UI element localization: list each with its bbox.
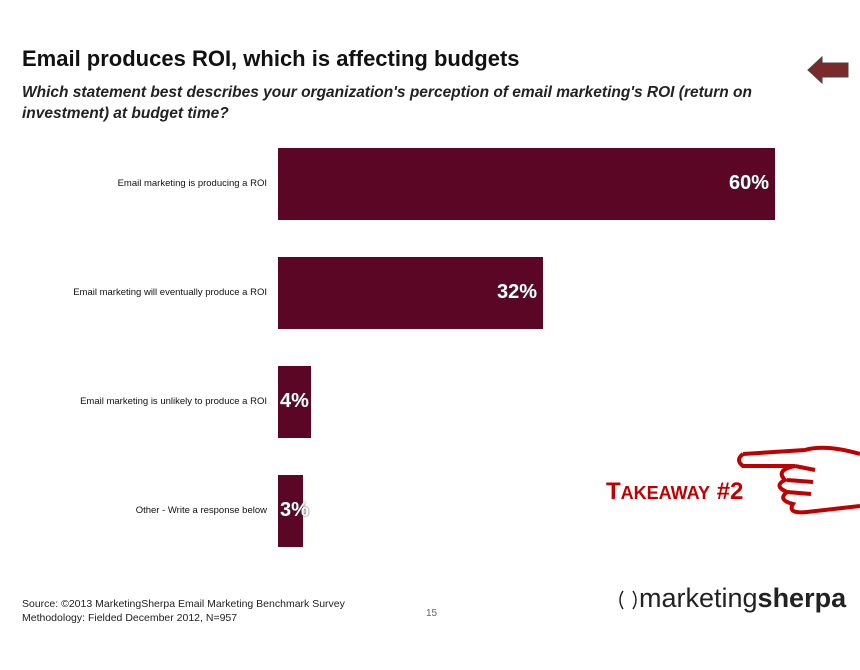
bar <box>278 148 775 220</box>
takeaway-label: TAKEAWAY #2 <box>606 478 744 505</box>
compass-icon <box>619 585 637 615</box>
data-label: 60% <box>728 172 769 194</box>
bar <box>278 257 544 329</box>
pointing-hand-icon <box>737 445 860 515</box>
survey-question: Which statement best describes your orga… <box>22 84 752 122</box>
category-label: Email marketing will eventually produce … <box>73 287 267 298</box>
source-note: Source: ©2013 MarketingSherpa Email Mark… <box>22 598 345 624</box>
bar <box>278 366 312 438</box>
category-label: Email marketing is producing a ROI <box>117 178 267 189</box>
data-label: 3% <box>280 499 309 521</box>
slide-title: Email produces ROI, which is affecting b… <box>22 46 520 71</box>
category-label: Other - Write a response below <box>135 505 267 516</box>
category-label: Email marketing is unlikely to produce a… <box>80 396 267 407</box>
data-label: 32% <box>497 281 538 303</box>
back-arrow-icon[interactable] <box>806 54 852 86</box>
marketingsherpa-logo: marketingsherpa <box>617 583 846 617</box>
page-number: 15 <box>426 608 438 619</box>
data-label: 4% <box>280 390 309 412</box>
bar <box>278 475 303 547</box>
